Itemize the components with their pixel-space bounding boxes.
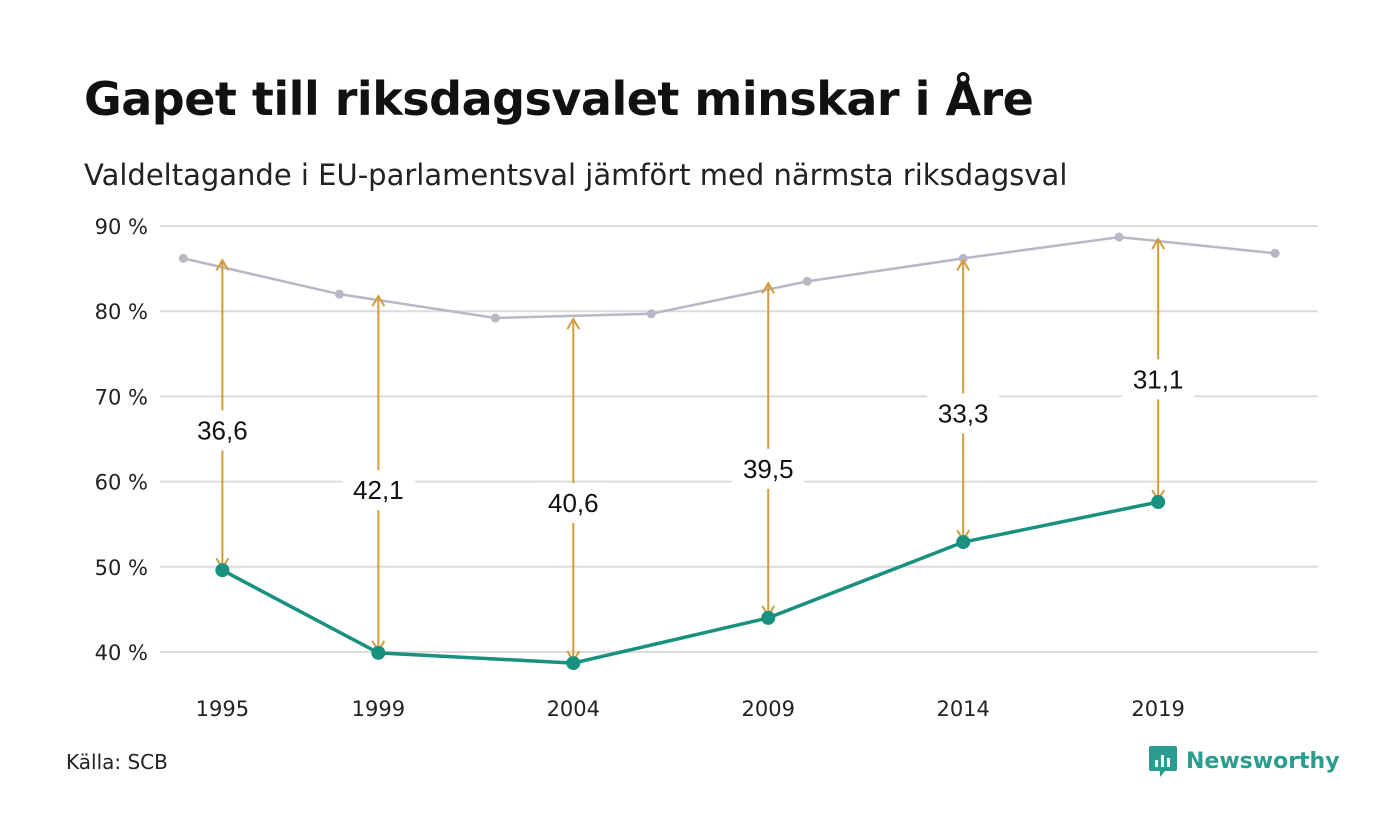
eu-line <box>221 500 1159 665</box>
eu-series <box>215 495 1166 671</box>
gap-arrow-head-top <box>371 294 386 307</box>
y-tick-label: 50 % <box>95 556 148 580</box>
gap-value-label: 40,6 <box>548 488 599 518</box>
gap-value-label: 31,1 <box>1133 364 1184 394</box>
eu-point <box>566 656 581 671</box>
newsworthy-logo-icon <box>1149 746 1177 777</box>
riksdag-point <box>958 253 968 263</box>
gap-arrow-head-top <box>566 317 581 330</box>
line-chart: 40 % 50 % 60 % 70 % 80 % 90 % 1995 1999 2004 200… <box>95 215 1318 721</box>
gap-value-label: 36,6 <box>197 415 248 445</box>
gap-value-label: 33,3 <box>938 398 989 428</box>
riksdag-point <box>802 276 812 286</box>
eu-point <box>761 610 776 625</box>
riksdag-series <box>178 232 1280 323</box>
gap-arrow-head-top <box>761 281 776 294</box>
source-note: Källa: SCB <box>66 750 168 774</box>
gap-label-bg <box>732 448 805 489</box>
riksdag-line <box>183 235 1276 320</box>
x-tick-label: 2014 <box>936 697 989 721</box>
eu-point <box>215 563 230 578</box>
gap-label-bg <box>1122 359 1195 400</box>
brand-logo: Newsworthy <box>1148 744 1340 778</box>
riksdag-point <box>1270 248 1280 258</box>
riksdag-point <box>334 289 344 299</box>
gap-arrow-head-top <box>215 258 230 271</box>
y-tick-label: 90 % <box>95 215 148 239</box>
brand-name: Newsworthy <box>1186 748 1340 774</box>
gridlines <box>160 225 1318 653</box>
x-axis: 1995 1999 2004 2009 2014 2019 <box>196 697 1185 721</box>
eu-point <box>956 535 971 550</box>
eu-point <box>1151 495 1166 510</box>
x-tick-label: 2004 <box>547 697 600 721</box>
chart-subtitle: Valdeltagande i EU-parlamentsval jämfört… <box>84 158 1068 192</box>
eu-point <box>371 645 386 660</box>
x-tick-label: 2009 <box>742 697 795 721</box>
gap-arrow-head-top <box>956 258 971 271</box>
gap-value-label: 39,5 <box>743 454 794 484</box>
riksdag-point <box>178 253 188 263</box>
chart-title: Gapet till riksdagsvalet minskar i Åre <box>84 72 1034 126</box>
x-tick-label: 2019 <box>1131 697 1184 721</box>
gap-labels: 36,6 42,1 40,6 39,5 33,3 31,1 <box>186 359 1195 523</box>
y-tick-label: 60 % <box>95 471 148 495</box>
gap-label-bg <box>186 410 259 451</box>
y-axis: 40 % 50 % 60 % 70 % 80 % 90 % <box>95 215 148 665</box>
y-tick-label: 40 % <box>95 641 148 665</box>
y-tick-label: 80 % <box>95 300 148 324</box>
riksdag-point <box>490 313 500 323</box>
gap-value-label: 42,1 <box>353 475 404 505</box>
x-tick-label: 1999 <box>352 697 405 721</box>
gap-label-bg <box>537 482 610 523</box>
gap-label-bg <box>927 393 1000 434</box>
gap-arrows <box>215 237 1165 664</box>
riksdag-point <box>646 309 656 319</box>
riksdag-point <box>1114 232 1124 242</box>
x-tick-label: 1995 <box>196 697 249 721</box>
y-tick-label: 70 % <box>95 385 148 409</box>
gap-label-bg <box>342 470 415 511</box>
gap-arrow-head-top <box>1151 237 1165 250</box>
